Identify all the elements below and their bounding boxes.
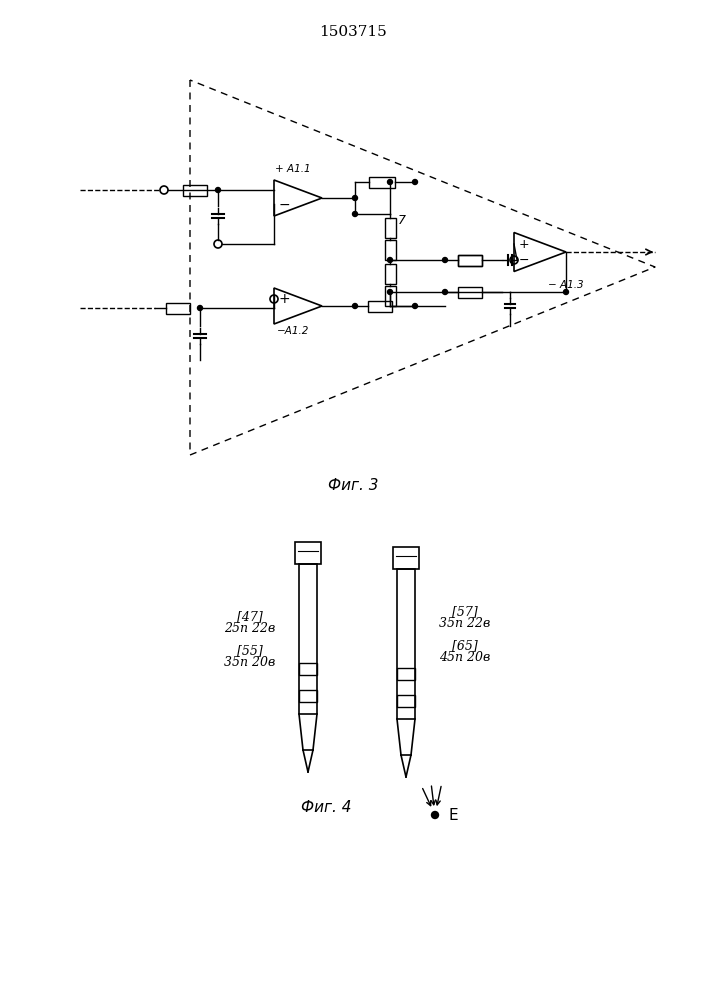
Bar — [458, 254, 482, 265]
Bar — [385, 286, 395, 306]
Text: 45п 20в: 45п 20в — [439, 651, 491, 664]
Circle shape — [197, 306, 202, 310]
Text: Фиг. 4: Фиг. 4 — [300, 800, 351, 816]
Text: +: + — [519, 237, 530, 250]
Bar — [369, 176, 395, 188]
Bar — [368, 300, 392, 312]
Circle shape — [563, 290, 568, 294]
Circle shape — [216, 188, 221, 192]
Circle shape — [353, 196, 358, 200]
Text: 35п 20в: 35п 20в — [224, 656, 276, 669]
Circle shape — [431, 812, 438, 818]
Circle shape — [387, 257, 392, 262]
Text: 25п 22в: 25п 22в — [224, 622, 276, 635]
Bar — [299, 564, 317, 714]
Text: E: E — [448, 808, 457, 822]
Bar — [393, 547, 419, 569]
Bar — [295, 542, 321, 564]
Bar — [385, 264, 395, 284]
Text: −: − — [519, 253, 530, 266]
Text: −A1.2: −A1.2 — [277, 326, 309, 336]
Text: − A1.3: − A1.3 — [548, 280, 583, 290]
Text: 1503715: 1503715 — [319, 25, 387, 39]
Text: [65]: [65] — [452, 639, 478, 652]
Text: Фиг. 3: Фиг. 3 — [328, 478, 378, 493]
Circle shape — [353, 212, 358, 217]
Bar — [299, 663, 317, 675]
Bar — [397, 569, 415, 719]
Text: [57]: [57] — [452, 605, 478, 618]
Text: +: + — [278, 292, 290, 306]
Circle shape — [412, 304, 418, 308]
Circle shape — [443, 290, 448, 294]
Circle shape — [353, 304, 358, 308]
Circle shape — [412, 180, 418, 184]
Text: + A1.1: + A1.1 — [275, 164, 311, 174]
Circle shape — [443, 257, 448, 262]
Bar — [183, 184, 207, 196]
Bar — [458, 254, 482, 265]
Bar — [385, 240, 395, 260]
Bar — [397, 695, 415, 707]
Circle shape — [387, 180, 392, 184]
Bar — [299, 690, 317, 702]
Bar — [397, 668, 415, 680]
Text: −: − — [278, 198, 290, 212]
Text: [55]: [55] — [237, 644, 263, 657]
Text: 35п 22в: 35п 22в — [439, 617, 491, 630]
Bar — [385, 218, 395, 238]
Bar — [458, 286, 482, 298]
Text: [47]: [47] — [237, 610, 263, 623]
Bar — [166, 302, 190, 314]
Text: 7: 7 — [398, 214, 406, 227]
Circle shape — [387, 290, 392, 294]
